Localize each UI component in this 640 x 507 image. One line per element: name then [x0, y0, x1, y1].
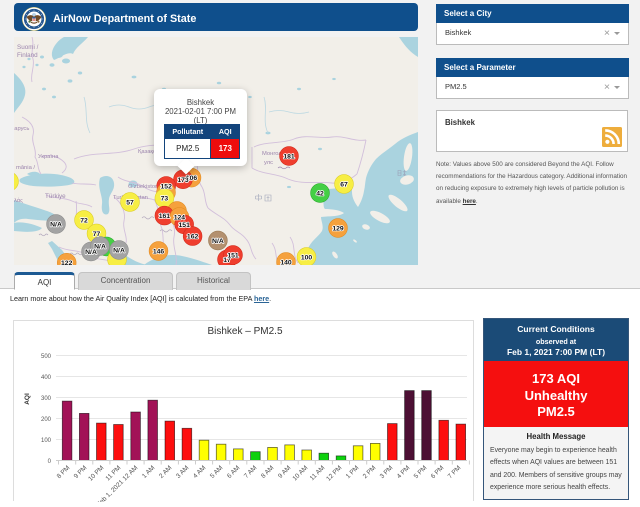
svg-text:100: 100: [301, 255, 313, 262]
svg-text:146: 146: [153, 249, 165, 256]
svg-text:3 PM: 3 PM: [379, 464, 395, 480]
svg-text:10 PM: 10 PM: [87, 464, 105, 482]
svg-text:106: 106: [186, 175, 198, 182]
svg-text:6 AM: 6 AM: [226, 464, 241, 479]
svg-text:67: 67: [340, 182, 348, 189]
svg-text:12 PM: 12 PM: [325, 464, 343, 482]
svg-text:500: 500: [41, 354, 52, 360]
svg-text:151: 151: [227, 253, 239, 260]
svg-text:7 PM: 7 PM: [447, 464, 463, 480]
svg-text:0: 0: [48, 459, 52, 465]
svg-text:3 AM: 3 AM: [175, 464, 190, 479]
svg-text:42: 42: [316, 191, 324, 198]
svg-text:122: 122: [61, 260, 73, 265]
svg-text:77: 77: [93, 231, 101, 238]
svg-text:9 AM: 9 AM: [277, 464, 292, 479]
svg-text:Беларусь: Беларусь: [14, 126, 29, 132]
svg-text:Монгол: Монгол: [262, 151, 282, 157]
svg-text:улс: улс: [264, 160, 273, 166]
svg-text:140: 140: [280, 260, 292, 266]
svg-text:1 PM: 1 PM: [345, 464, 361, 480]
svg-text:8 PM: 8 PM: [56, 464, 72, 480]
svg-text:6 PM: 6 PM: [430, 464, 446, 480]
svg-text:N/A: N/A: [113, 248, 125, 255]
svg-text:152: 152: [161, 183, 173, 190]
svg-text:4 AM: 4 AM: [192, 464, 207, 479]
svg-text:2 PM: 2 PM: [362, 464, 378, 480]
svg-text:N/A: N/A: [50, 222, 62, 229]
svg-text:Oʼzbekiston: Oʼzbekiston: [128, 184, 158, 190]
svg-text:Türkiye: Türkiye: [45, 193, 66, 200]
svg-text:100: 100: [41, 438, 52, 444]
svg-text:181: 181: [283, 154, 295, 161]
svg-text:151: 151: [179, 222, 191, 229]
svg-text:Suomi /: Suomi /: [17, 44, 39, 51]
svg-text:2 AM: 2 AM: [158, 464, 173, 479]
svg-text:λάς: λάς: [14, 197, 23, 204]
svg-text:72: 72: [80, 218, 88, 225]
svg-text:1 AM: 1 AM: [141, 464, 156, 479]
svg-text:10 AM: 10 AM: [291, 464, 309, 482]
svg-text:300: 300: [41, 396, 52, 402]
svg-text:124: 124: [174, 215, 186, 222]
svg-text:4 PM: 4 PM: [396, 464, 412, 480]
svg-text:N/A: N/A: [85, 249, 97, 256]
svg-text:Bishkek – PM2.5: Bishkek – PM2.5: [207, 326, 282, 337]
svg-text:N/A: N/A: [212, 238, 224, 245]
svg-text:N/A: N/A: [94, 244, 106, 251]
svg-text:5 AM: 5 AM: [209, 464, 224, 479]
svg-text:8 AM: 8 AM: [260, 464, 275, 479]
svg-text:17: 17: [223, 257, 231, 264]
svg-text:Қазақстан: Қазақстан: [138, 149, 165, 155]
svg-text:Finland: Finland: [17, 52, 38, 59]
svg-text:5 PM: 5 PM: [413, 464, 429, 480]
svg-text:AQI: AQI: [24, 393, 31, 405]
svg-text:Україна: Україна: [38, 154, 59, 160]
svg-text:57: 57: [126, 200, 134, 207]
svg-text:7 AM: 7 AM: [243, 464, 258, 479]
svg-text:11 AM: 11 AM: [309, 464, 327, 482]
svg-text:200: 200: [41, 417, 52, 423]
svg-text:173: 173: [177, 177, 189, 184]
svg-text:400: 400: [41, 375, 52, 381]
svg-text:162: 162: [187, 234, 199, 241]
svg-text:161: 161: [159, 213, 171, 220]
svg-text:mânia /: mânia /: [16, 165, 35, 171]
svg-text:129: 129: [332, 226, 344, 233]
svg-text:73: 73: [161, 196, 169, 203]
